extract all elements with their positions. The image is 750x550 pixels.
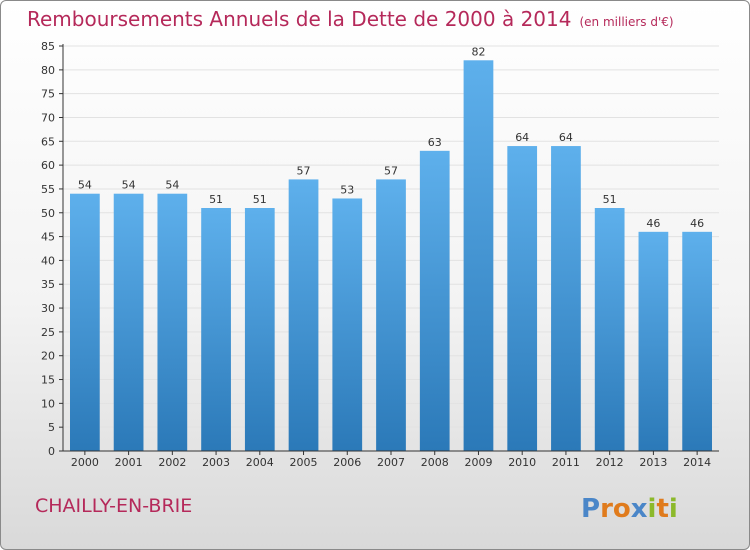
- y-tick-label: 75: [41, 88, 55, 101]
- x-tick-label: 2003: [202, 456, 230, 469]
- bars: [69, 60, 713, 452]
- y-tick-label: 40: [41, 254, 55, 267]
- bar-value-label: 54: [78, 179, 92, 192]
- bar: [638, 231, 669, 451]
- svg-text:Proxiti: Proxiti: [581, 494, 678, 524]
- y-tick-label: 50: [41, 207, 55, 220]
- bar-value-label: 64: [515, 131, 529, 144]
- bar: [201, 208, 231, 451]
- bar-value-label: 46: [690, 217, 704, 230]
- bar: [507, 146, 538, 451]
- city-name: CHAILLY-EN-BRIE: [35, 495, 193, 517]
- bar: [332, 198, 363, 451]
- bar: [594, 208, 625, 451]
- x-tick-label: 2000: [71, 456, 99, 469]
- bar: [69, 193, 100, 452]
- bar: [551, 146, 581, 451]
- y-tick-label: 20: [41, 350, 55, 363]
- bar-value-label: 57: [384, 164, 398, 177]
- bar-value-label: 46: [646, 217, 660, 230]
- bar-value-label: 51: [209, 193, 223, 206]
- proxiti-logo[interactable]: Proxiti: [579, 490, 689, 524]
- bar-value-label: 51: [603, 193, 617, 206]
- x-tick-label: 2006: [333, 456, 361, 469]
- bar-value-label: 57: [297, 164, 311, 177]
- y-tick-label: 30: [41, 302, 55, 315]
- bar-value-label: 51: [253, 193, 267, 206]
- y-tick-label: 45: [41, 231, 55, 244]
- chart-title-text: Remboursements Annuels de la Dette de 20…: [27, 7, 572, 31]
- x-tick-label: 2009: [464, 456, 492, 469]
- bar-value-label: 64: [559, 131, 573, 144]
- y-tick-label: 0: [48, 445, 55, 458]
- x-tick-label: 2001: [115, 456, 143, 469]
- data-labels: 54 54 54 51 51 57 53 57 63 82 64 64 51 46 46: [78, 45, 704, 230]
- x-tick-label: 2013: [639, 456, 667, 469]
- chart-title: Remboursements Annuels de la Dette de 20…: [27, 7, 674, 31]
- y-tick-label: 60: [41, 159, 55, 172]
- bar: [419, 150, 450, 451]
- x-tick-label: 2011: [552, 456, 580, 469]
- x-tick-label: 2002: [158, 456, 186, 469]
- y-tick-label: 10: [41, 397, 55, 410]
- y-tick-label: 55: [41, 183, 55, 196]
- bar-value-label: 82: [471, 45, 485, 58]
- x-tick-label: 2010: [508, 456, 536, 469]
- bar: [682, 231, 713, 451]
- x-tick-label: 2014: [683, 456, 711, 469]
- bar: [113, 193, 144, 452]
- bar: [244, 208, 275, 451]
- bar: [157, 193, 188, 452]
- bar-value-label: 63: [428, 136, 442, 149]
- x-tick-label: 2007: [377, 456, 405, 469]
- x-tick-label: 2005: [290, 456, 318, 469]
- y-tick-label: 15: [41, 374, 55, 387]
- bar: [376, 179, 406, 452]
- chart-unit: (en milliers d'€): [579, 15, 674, 29]
- y-tick-label: 25: [41, 326, 55, 339]
- bar-value-label: 53: [340, 183, 354, 196]
- y-tick-label: 5: [48, 421, 55, 434]
- axes: 0 5 10 15 20 25 30 35 40 45 50 55 60 65 70 75 80 85 2000 20…: [41, 40, 719, 469]
- y-tick-label: 35: [41, 278, 55, 291]
- bar: [288, 179, 319, 452]
- bar-value-label: 54: [165, 179, 179, 192]
- y-tick-label: 80: [41, 64, 55, 77]
- x-tick-label: 2008: [421, 456, 449, 469]
- y-tick-label: 85: [41, 40, 55, 53]
- bar-value-label: 54: [122, 179, 136, 192]
- x-tick-label: 2012: [596, 456, 624, 469]
- y-tick-label: 70: [41, 111, 55, 124]
- y-tick-label: 65: [41, 135, 55, 148]
- bar: [463, 60, 494, 451]
- x-tick-label: 2004: [246, 456, 274, 469]
